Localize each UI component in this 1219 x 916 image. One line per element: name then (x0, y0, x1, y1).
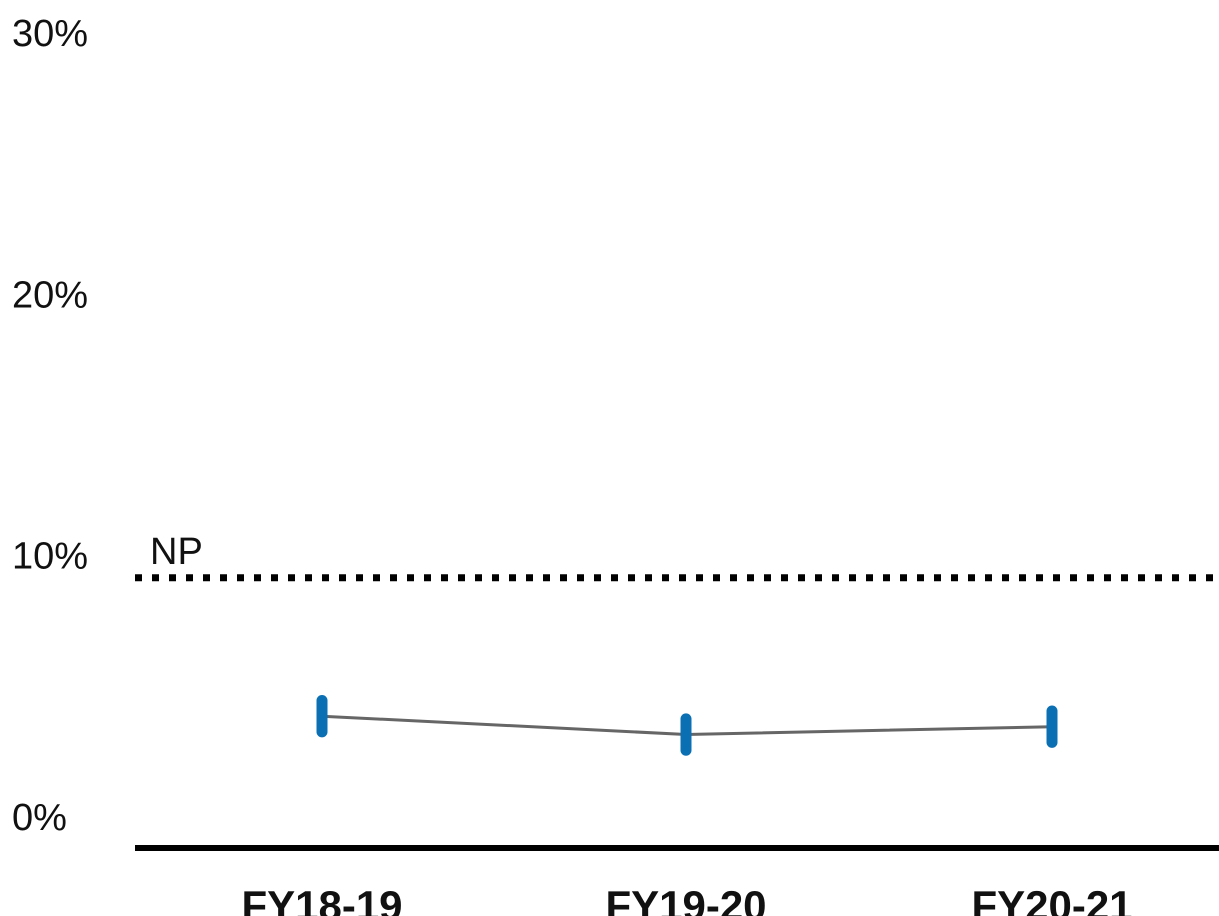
x-tick-label: FY18-19 (241, 882, 402, 916)
y-tick-label: 20% (12, 274, 88, 316)
x-tick-label: FY19-20 (605, 882, 766, 916)
reference-line-group: NP (135, 531, 1215, 582)
y-tick-label: 10% (12, 536, 88, 578)
y-tick-label: 30% (12, 13, 88, 55)
y-tick-label: 0% (12, 797, 67, 839)
reference-line-label: NP (150, 531, 203, 573)
y-tick-labels: 0% 10% 20% 30% (12, 13, 88, 839)
x-tick-label: FY20-21 (971, 882, 1132, 916)
x-tick-labels: FY18-19 FY19-20 FY20-21 (241, 882, 1132, 916)
series-group (316, 695, 1058, 756)
